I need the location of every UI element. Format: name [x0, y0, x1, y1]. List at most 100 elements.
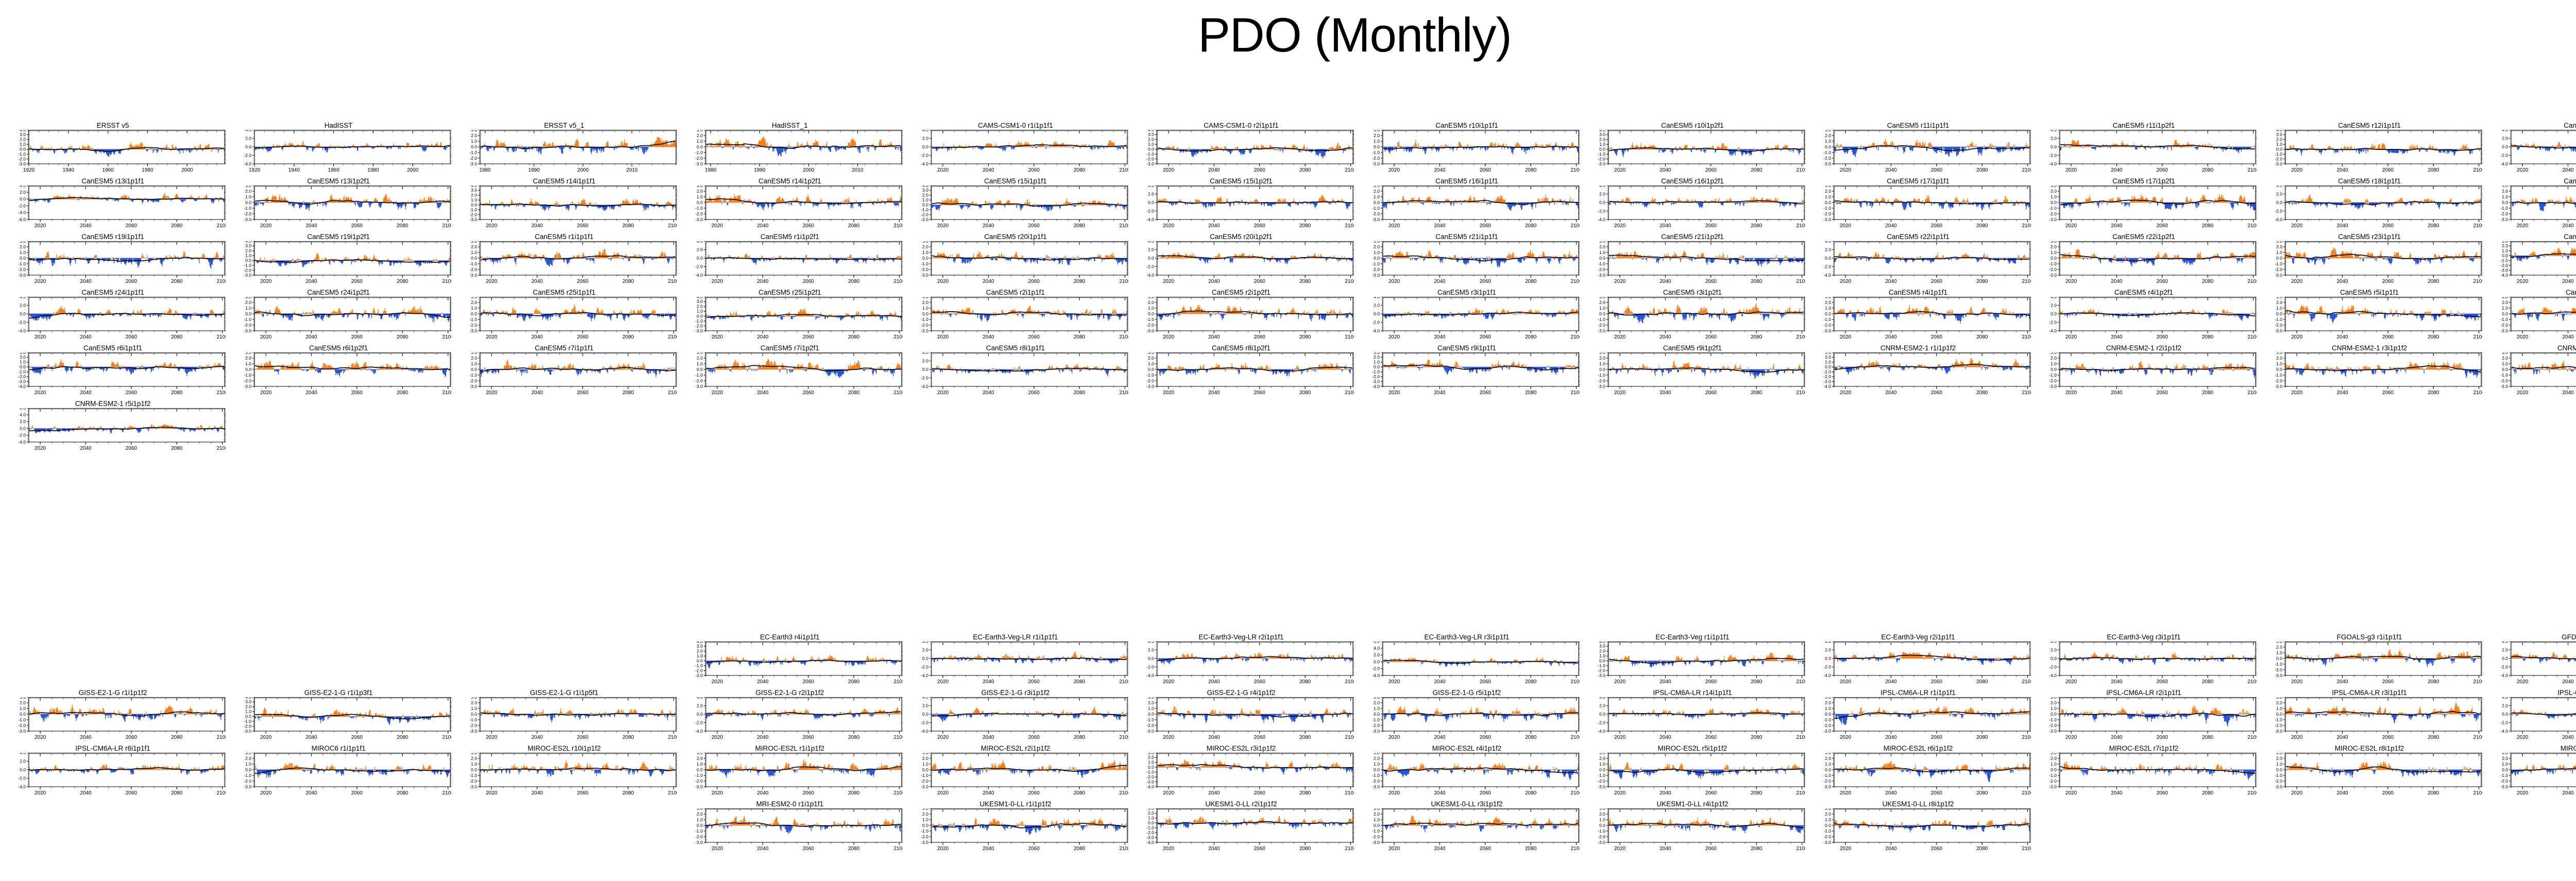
svg-text:1.0: 1.0: [697, 139, 703, 144]
panel-title: EC-Earth3-Veg r2i1p1f1: [1881, 633, 1955, 641]
svg-text:2080: 2080: [1299, 167, 1311, 173]
svg-text:-4.0: -4.0: [695, 273, 703, 278]
panel-title: CanESM5 r16i1p1f1: [1435, 177, 1498, 185]
svg-text:2040: 2040: [80, 279, 92, 284]
timeseries-panel: HadISST 1920 1940 1960 1980 2000 4.0 2.0 0.0 -2.…: [226, 122, 451, 177]
panel-title: MIROC-ES2L r4i1p1f2: [1432, 744, 1502, 752]
panel-chart: 202020402060208021003.02.01.00.0-1.0-2.0…: [2049, 753, 2257, 796]
svg-text:0.0: 0.0: [2276, 147, 2282, 152]
timeseries-panel: MIROC-ES2L r10i1p1f2 2020 2040 2060 2080 210…: [451, 744, 677, 800]
panel-title: ERSST v5: [96, 122, 129, 129]
svg-text:2060: 2060: [577, 279, 589, 284]
svg-text:-3.0: -3.0: [1598, 161, 1605, 166]
svg-text:1980: 1980: [479, 167, 491, 173]
svg-text:2.0: 2.0: [2502, 243, 2508, 248]
svg-text:2040: 2040: [1208, 279, 1220, 284]
svg-text:0.0: 0.0: [245, 144, 251, 149]
panel-chart: 202020402060208021004.02.00.0-2.0-4.0: [1598, 697, 1805, 740]
panel-title: CanESM5 r8i1p2f1: [1211, 344, 1271, 352]
svg-text:0.0: 0.0: [1825, 256, 1831, 261]
panel-chart: 202020402060208021003.02.01.00.0-1.0-2.0…: [469, 697, 677, 740]
panel-title: CanESM5 r10i1p1f1: [1435, 122, 1498, 129]
svg-text:2080: 2080: [171, 223, 183, 229]
panel-chart: 202020402060208021004.02.00.0-2.0-4.0: [1823, 641, 2031, 685]
svg-text:-1.0: -1.0: [469, 150, 477, 155]
svg-text:2080: 2080: [1074, 279, 1086, 284]
svg-text:2.0: 2.0: [922, 244, 928, 249]
panel-title: CanESM5 r6i1p2f1: [309, 344, 368, 352]
timeseries-panel: MIROC-ES2L r8i1p1f2 20202040206020802100…: [2257, 744, 2482, 800]
svg-text:2020: 2020: [1840, 167, 1852, 173]
svg-text:0.0: 0.0: [471, 202, 477, 208]
svg-text:0.0: 0.0: [1148, 200, 1154, 205]
timeseries-panel: FGOALS-g3 r1i1p1f1 202020402060208021003…: [2257, 633, 2482, 689]
panel-chart: 202020402060208021004.02.00.0-2.0-4.0: [1372, 297, 1580, 340]
svg-text:-1.0: -1.0: [244, 263, 251, 268]
svg-text:-2.0: -2.0: [2049, 153, 2057, 158]
svg-text:-1.0: -1.0: [921, 207, 928, 212]
panel-chart: 202020402060208021003.02.01.00.0-1.0-2.0…: [1823, 130, 2031, 173]
svg-text:3.0: 3.0: [2276, 241, 2282, 244]
svg-text:-2.0: -2.0: [244, 211, 251, 216]
panel-title: IPSL-CM6A-LR r3i1p1f1: [2332, 689, 2407, 697]
svg-text:-3.0: -3.0: [2049, 217, 2057, 222]
svg-text:2.0: 2.0: [245, 248, 251, 253]
svg-text:1.0: 1.0: [922, 250, 928, 255]
panel-title: CanESM5 r5i1p1f1: [2340, 289, 2399, 296]
panel-chart: 202020402060208021004.02.00.0-2.0-4.0: [921, 130, 1128, 173]
panel-title: MIROC-ES2L r6i1p1f2: [1883, 744, 1953, 752]
svg-text:1980: 1980: [142, 167, 154, 173]
panel-chart: 202020402060208021004.02.00.0-2.0-4.0: [2049, 641, 2257, 685]
svg-text:-2.0: -2.0: [921, 212, 928, 217]
svg-text:2100: 2100: [668, 279, 677, 284]
timeseries-panel: CanESM5 r24i1p2f1 202020402060208021003.…: [226, 289, 451, 344]
timeseries-panel: CanESM5 r14i1p1f1 2020 2040 2060 2080 2100 4.…: [451, 177, 677, 233]
svg-text:2080: 2080: [2428, 279, 2439, 284]
timeseries-panel: CanESM5 r24i1p1f1 202020402060208021004.…: [0, 289, 226, 344]
svg-text:2080: 2080: [2202, 167, 2214, 173]
timeseries-panel: CanESM5 r17i1p2f1 2020 2040 2060 2080 2100 3.…: [2031, 177, 2257, 233]
timeseries-panel: CanESM5 r15i1p2f1 2020 2040 2060 2080 2100 4.…: [1128, 177, 1354, 233]
svg-text:2080: 2080: [1751, 279, 1762, 284]
svg-text:3.0: 3.0: [2502, 241, 2508, 244]
panel-chart: 202020402060208021004.02.00.0-2.0-4.0: [18, 753, 226, 796]
timeseries-panel: CanESM5 r7i1p2f1 202020402060208021003.0…: [677, 344, 903, 400]
panel-title: EC-Earth3-Veg r3i1p1f1: [2107, 633, 2181, 641]
svg-text:2020: 2020: [937, 279, 949, 284]
svg-text:2000: 2000: [803, 167, 815, 173]
svg-text:2.0: 2.0: [2276, 137, 2282, 142]
timeseries-panel: CNRM-ESM2-1 r2i1p1f2 2020 2040 2060 2080 210…: [2031, 344, 2257, 400]
panel-chart: 202020402060208021003.02.01.00.0-1.0-2.0…: [1372, 185, 1580, 229]
svg-text:-3.0: -3.0: [1598, 273, 1605, 278]
panel-chart: 202020402060208021003.02.01.00.0-1.0-2.0…: [1372, 697, 1580, 740]
svg-text:0.0: 0.0: [245, 258, 251, 263]
svg-text:4.0: 4.0: [20, 185, 26, 188]
svg-text:2060: 2060: [1254, 279, 1266, 284]
svg-text:-3.0: -3.0: [1372, 273, 1380, 278]
svg-text:0.0: 0.0: [922, 202, 928, 208]
panel-chart: 192019401960198020004.03.02.01.00.0-1.0-…: [18, 130, 226, 173]
panel-title: IPSL-CM6A-LR r6i1p1f1: [75, 744, 150, 752]
panel-chart: 202020402060208021004.02.00.0-2.0-4.0: [2275, 185, 2482, 229]
panel-title: HadISST_1: [772, 122, 808, 129]
timeseries-panel: IPSL-CM6A-LR r3i1p1f1 2020 2040 2060 2080 21…: [2257, 689, 2482, 744]
timeseries-panel: GISS-E2-1-G r4i1p1f2 2020 2040 2060 2080 210…: [1128, 689, 1354, 744]
svg-text:-1.0: -1.0: [1598, 151, 1605, 157]
svg-text:3.0: 3.0: [2050, 185, 2057, 188]
svg-text:1.0: 1.0: [2276, 250, 2282, 255]
svg-text:2040: 2040: [757, 279, 769, 284]
svg-text:2060: 2060: [1931, 279, 1943, 284]
svg-text:-1.0: -1.0: [1823, 206, 1831, 211]
panel-title: CanESM5 r17i1p1f1: [1887, 177, 1950, 185]
panel-chart: 202020402060208021003.02.01.00.0-1.0-2.0…: [1598, 297, 1805, 340]
svg-text:-2.0: -2.0: [2275, 267, 2282, 272]
panel-chart: 202020402060208021003.02.01.00.0-1.0-2.0…: [244, 352, 451, 396]
panel-title: UKESM1-0-LL r8i1p1f2: [1882, 800, 1954, 808]
svg-text:4.0: 4.0: [1148, 241, 1154, 244]
timeseries-panel: IPSL-CM6A-LR r2i1p1f1 2020 2040 2060 2080 21…: [2031, 689, 2257, 744]
panel-title: GISS-E2-1-G r4i1p1f2: [1207, 689, 1276, 697]
svg-text:-1.0: -1.0: [1146, 151, 1154, 157]
svg-text:-1.0: -1.0: [695, 150, 703, 155]
svg-text:2100: 2100: [1796, 167, 1805, 173]
